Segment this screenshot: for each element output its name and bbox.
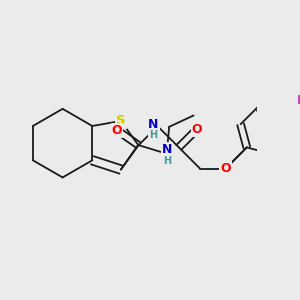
Text: F: F [297, 94, 300, 106]
Text: S: S [116, 115, 126, 128]
Text: N: N [162, 143, 172, 156]
Text: H: H [163, 156, 171, 166]
Text: O: O [112, 124, 122, 137]
Text: O: O [220, 162, 231, 175]
Text: O: O [192, 123, 202, 136]
Text: N: N [148, 118, 158, 131]
Text: H: H [149, 130, 158, 140]
